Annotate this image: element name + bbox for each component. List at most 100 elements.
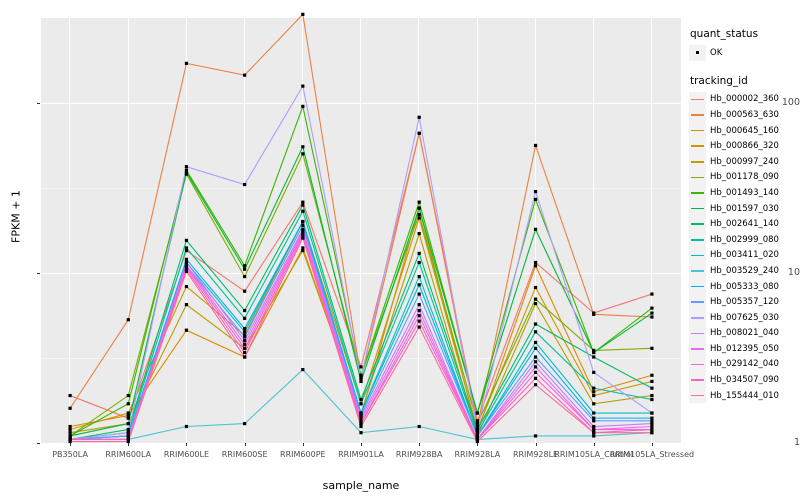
legend-item-tracking-id[interactable]: Hb_012395_050 (689, 341, 800, 357)
legend-item-tracking-id[interactable]: Hb_034507_090 (689, 372, 800, 388)
legend-item-tracking-id[interactable]: Hb_002641_140 (689, 216, 800, 232)
data-point (650, 427, 654, 432)
data-point (243, 338, 247, 343)
data-point (184, 269, 189, 273)
legend-item-tracking-id[interactable]: Hb_000997_240 (689, 153, 800, 170)
legend-key-line (689, 91, 706, 108)
data-point (533, 360, 538, 364)
data-point (592, 348, 596, 352)
x-axis-tick-mark (302, 443, 304, 446)
legend-item-tracking-id[interactable]: Hb_000563_630 (689, 107, 800, 123)
legend-item-quant-status[interactable]: OK (689, 45, 800, 61)
series-line (70, 223, 652, 440)
legend-item-label: Hb_001493_140 (710, 187, 779, 198)
gridline-vertical (69, 18, 71, 443)
data-point (184, 165, 189, 169)
legend-item-tracking-id[interactable]: Hb_005357_120 (689, 294, 800, 310)
data-point (243, 355, 247, 359)
data-point (126, 431, 130, 435)
gridline-vertical (243, 18, 245, 443)
legend-item-tracking-id[interactable]: Hb_003411_020 (689, 247, 800, 264)
x-axis-tick-mark (128, 443, 130, 446)
legend-key-line (689, 294, 706, 310)
legend-items-quant-status: OK (689, 45, 800, 61)
data-point (301, 152, 305, 156)
data-point (126, 434, 130, 438)
legend-item-tracking-id[interactable]: Hb_155444_010 (689, 387, 800, 404)
data-point (184, 284, 189, 289)
line-swatch-icon (691, 207, 704, 210)
data-point (301, 104, 305, 108)
legend-item-tracking-id[interactable]: Hb_029142_040 (689, 356, 800, 373)
data-point (533, 297, 538, 301)
line-swatch-icon (691, 332, 704, 335)
data-point (243, 333, 247, 337)
data-point (592, 434, 596, 438)
data-point (475, 434, 479, 438)
gridline-vertical (593, 18, 595, 443)
y-axis-tick-mark (37, 102, 40, 104)
data-point (475, 431, 479, 435)
x-axis-tick-mark (593, 443, 595, 446)
data-point (68, 393, 72, 398)
y-axis-tick-label: 10 (787, 266, 800, 278)
data-point (126, 416, 130, 420)
legend-item-tracking-id[interactable]: Hb_000866_320 (689, 138, 800, 154)
legend: quant_status OK tracking_id Hb_000002_36… (689, 28, 800, 417)
legend-key-line (689, 107, 706, 123)
data-point (650, 419, 654, 423)
data-point (126, 437, 130, 441)
data-point (650, 379, 654, 384)
data-point (417, 212, 421, 217)
data-point (126, 402, 130, 406)
data-point (475, 422, 479, 426)
series-lines (68, 12, 654, 444)
legend-item-label: Hb_001597_030 (710, 203, 779, 214)
data-point (184, 172, 189, 176)
line-swatch-icon (691, 379, 704, 381)
legend-item-tracking-id[interactable]: Hb_002999_080 (689, 231, 800, 248)
data-point (184, 267, 189, 271)
data-point (359, 365, 363, 369)
data-point (68, 424, 72, 429)
legend-key-line (689, 278, 706, 295)
legend-item-label: Hb_003529_240 (710, 265, 779, 276)
legend-item-label: Hb_002999_080 (710, 234, 779, 245)
legend-item-tracking-id[interactable]: Hb_001597_030 (689, 200, 800, 217)
data-point (126, 393, 130, 398)
legend-item-label: Hb_000563_630 (710, 109, 779, 120)
legend-item-tracking-id[interactable]: Hb_008021_040 (689, 325, 800, 342)
legend-key-line (689, 372, 706, 388)
legend-item-label: OK (710, 47, 723, 58)
legend-item-tracking-id[interactable]: Hb_007625_030 (689, 309, 800, 326)
data-point (417, 251, 421, 256)
line-swatch-icon (691, 160, 704, 163)
data-point (650, 386, 654, 390)
data-point (243, 422, 247, 426)
data-point (126, 439, 130, 444)
x-axis-tick-mark (244, 443, 246, 446)
data-point (126, 411, 130, 415)
legend-item-tracking-id[interactable]: Hb_003529_240 (689, 263, 800, 279)
data-point (417, 283, 421, 287)
data-point (650, 416, 654, 420)
series-line (70, 220, 652, 440)
x-axis-tick-label: RRIM600LE (163, 450, 210, 459)
x-axis-tick-mark (70, 443, 72, 446)
data-point (592, 411, 596, 415)
data-point (184, 61, 189, 65)
data-point (301, 246, 305, 250)
data-point (475, 411, 479, 415)
legend-item-tracking-id[interactable]: Hb_001493_140 (689, 185, 800, 201)
data-point (592, 424, 596, 429)
legend-item-tracking-id[interactable]: Hb_005333_080 (689, 278, 800, 295)
data-point (592, 390, 596, 394)
line-swatch-icon (691, 145, 704, 147)
legend-item-tracking-id[interactable]: Hb_000002_360 (689, 91, 800, 108)
legend-item-tracking-id[interactable]: Hb_001178_090 (689, 169, 800, 186)
data-point (650, 373, 654, 377)
legend-item-tracking-id[interactable]: Hb_000645_160 (689, 122, 800, 139)
data-point (417, 292, 421, 296)
data-point (243, 350, 247, 355)
series-line (69, 104, 653, 437)
